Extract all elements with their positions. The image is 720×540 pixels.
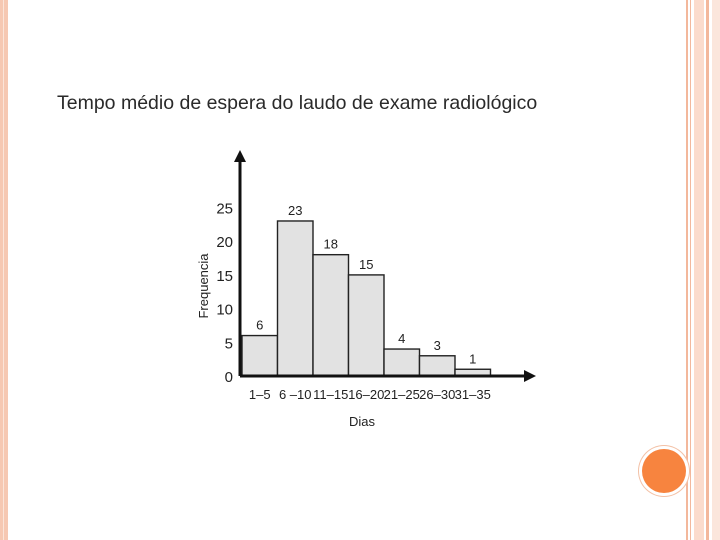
y-tick-label: 10 — [216, 302, 233, 319]
y-tick-label: 0 — [225, 369, 233, 386]
x-tick-label: 26–30 — [419, 387, 455, 402]
histogram-bar — [383, 348, 421, 377]
histogram-bar — [312, 253, 350, 377]
y-axis-title: Frequencia — [196, 253, 211, 319]
bar-value-label: 23 — [288, 203, 302, 218]
histogram-bar — [241, 334, 279, 377]
x-tick-label: 21–25 — [384, 387, 420, 402]
y-axis-arrow — [234, 150, 246, 162]
x-axis-arrow — [524, 370, 536, 382]
x-tick-label: 16–20 — [348, 387, 384, 402]
x-tick-label: 31–35 — [455, 387, 491, 402]
bar-value-label: 15 — [359, 257, 373, 272]
chart-title: Tempo médio de espera do laudo de exame … — [57, 92, 538, 114]
bar-value-label: 18 — [324, 237, 338, 252]
bar-value-label: 3 — [434, 338, 441, 353]
y-tick-label: 5 — [225, 335, 233, 352]
bar-value-label: 6 — [256, 318, 263, 333]
histogram-bar — [418, 355, 456, 377]
histogram-bar — [276, 220, 314, 377]
x-tick-label: 1–5 — [249, 387, 271, 402]
x-axis-title: Dias — [349, 414, 376, 429]
y-tick-label: 25 — [216, 201, 233, 218]
bar-value-label: 4 — [398, 331, 405, 346]
right-border-decoration — [686, 0, 720, 540]
x-tick-label: 11–15 — [313, 387, 348, 402]
y-tick-label: 15 — [216, 268, 233, 285]
left-border-decoration — [0, 0, 8, 540]
x-tick-label: 6 –10 — [279, 387, 312, 402]
orange-circle-decoration — [642, 449, 686, 493]
y-tick-label: 20 — [216, 234, 233, 251]
bar-value-label: 1 — [469, 351, 476, 366]
histogram-bar — [347, 274, 385, 377]
